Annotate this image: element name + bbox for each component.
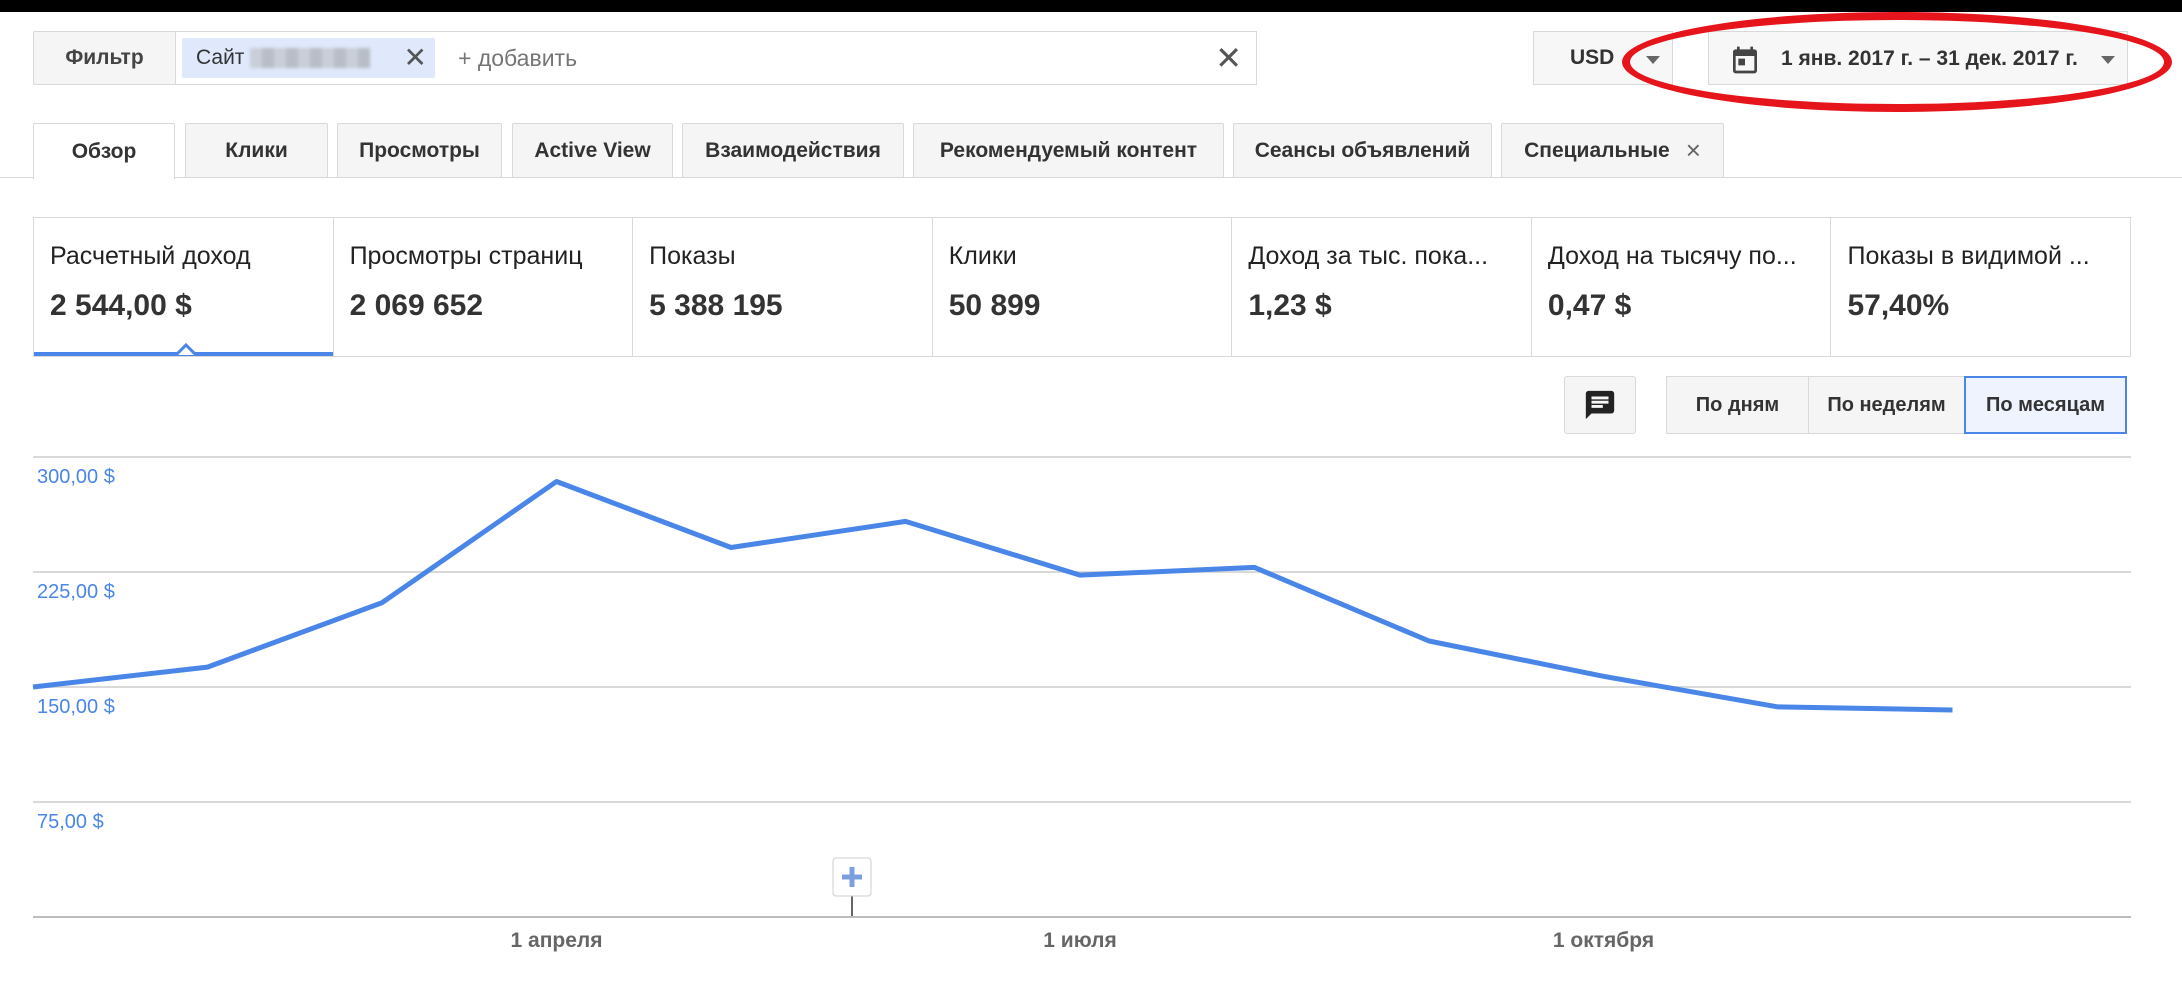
x-tick-label: 1 октября [1553,929,1654,952]
blurred-site-name [250,48,371,68]
plus-icon [842,867,862,887]
metric-impression-rpm[interactable]: Доход за тыс. пока... 1,23 $ [1232,218,1532,356]
tab-label: Просмотры [359,138,480,162]
chevron-down-icon [1646,56,1660,64]
metric-value: 2 544,00 $ [50,289,192,322]
metric-estimated-revenue[interactable]: Расчетный доход 2 544,00 $ [34,218,334,356]
tab-label: Сеансы объявлений [1254,138,1471,162]
series-line-revenue [32,479,1953,713]
metric-page-rpm[interactable]: Доход на тысячу по... 0,47 $ [1532,218,1832,356]
chip-close-icon[interactable]: ✕ [403,42,427,73]
metric-label: Расчетный доход [50,242,251,270]
close-icon[interactable]: × [1685,135,1701,165]
y-tick-label: 225,00 $ [37,581,115,603]
metric-label: Доход за тыс. пока... [1248,242,1489,270]
filter-button[interactable]: Фильтр [33,31,176,85]
metric-impressions[interactable]: Показы 5 388 195 [633,218,933,356]
comment-icon [1585,390,1615,420]
x-tick-label: 1 июля [1043,929,1116,952]
y-tick-label: 150,00 $ [37,696,115,718]
date-range-label: 1 янв. 2017 г. – 31 дек. 2017 г. [1781,47,2078,70]
calendar-icon [1733,46,1757,74]
tab-clicks[interactable]: Клики [185,123,328,177]
tab-label: Рекомендуемый контент [939,138,1198,162]
tabs-divider [0,177,2182,178]
chevron-down-icon [2101,56,2115,64]
granularity-week-button[interactable]: По неделям [1808,376,1965,434]
tab-label: Обзор [71,139,137,163]
tab-custom[interactable]: Специальные × [1501,123,1724,177]
granularity-day-button[interactable]: По дням [1666,376,1809,434]
add-filter-input[interactable] [456,44,960,73]
granularity-toggle: По дням По неделям По месяцам [1666,376,2127,434]
add-annotation-marker[interactable] [832,857,872,916]
tab-active-view[interactable]: Active View [512,123,673,177]
granularity-month-button[interactable]: По месяцам [1964,376,2127,434]
annotation-button[interactable] [1564,376,1636,434]
metric-value: 5 388 195 [649,289,783,322]
date-range-picker[interactable]: 1 янв. 2017 г. – 31 дек. 2017 г. [1708,31,2128,85]
metric-label: Доход на тысячу по... [1547,242,1797,270]
metrics-row: Расчетный доход 2 544,00 $ Просмотры стр… [33,217,2131,357]
top-edge [0,0,2182,12]
x-axis-labels: 1 апреля 1 июля 1 октября [511,929,1655,952]
tab-recommended-content[interactable]: Рекомендуемый контент [913,123,1224,177]
tab-views[interactable]: Просмотры [337,123,502,177]
metric-value: 0,47 $ [1547,289,1632,322]
tab-interactions[interactable]: Взаимодействия [682,123,904,177]
metric-value: 50 899 [948,289,1041,322]
filter-chip-label: Сайт [196,46,245,69]
metric-label: Просмотры страниц [349,242,583,270]
y-axis-labels: 300,00 $ 225,00 $ 150,00 $ 75,00 $ [37,466,115,833]
active-metric-pointer [176,343,196,355]
metric-label: Показы в видимой ... [1847,242,2090,270]
metric-viewability[interactable]: Показы в видимой ... 57,40% [1831,218,2130,356]
tab-ad-sessions[interactable]: Сеансы объявлений [1233,123,1492,177]
clear-filter-icon[interactable]: ✕ [1215,40,1242,76]
metric-clicks[interactable]: Клики 50 899 [933,218,1233,356]
y-tick-label: 75,00 $ [37,811,104,833]
tab-label: Взаимодействия [705,138,881,162]
currency-select[interactable]: USD [1533,31,1673,85]
metric-label: Клики [948,242,1017,270]
tab-label: Специальные [1524,138,1670,162]
y-tick-label: 300,00 $ [37,466,115,488]
x-tick-label: 1 апреля [511,929,603,952]
metric-label: Показы [649,242,736,270]
tab-label: Active View [534,138,651,162]
metric-page-views[interactable]: Просмотры страниц 2 069 652 [334,218,634,356]
metric-value: 1,23 $ [1248,289,1332,322]
metric-value: 2 069 652 [349,289,484,322]
tab-overview[interactable]: Обзор [33,123,175,179]
tab-label: Клики [225,138,288,162]
chart-grid [33,456,2131,918]
currency-label: USD [1570,46,1615,69]
filter-chip-site[interactable]: Сайт ✕ [182,38,435,78]
metric-value: 57,40% [1847,289,1950,322]
revenue-line-chart: 300,00 $ 225,00 $ 150,00 $ 75,00 $ 1 апреля… [32,456,2131,952]
filter-box[interactable]: Сайт ✕ ✕ [175,31,1257,85]
